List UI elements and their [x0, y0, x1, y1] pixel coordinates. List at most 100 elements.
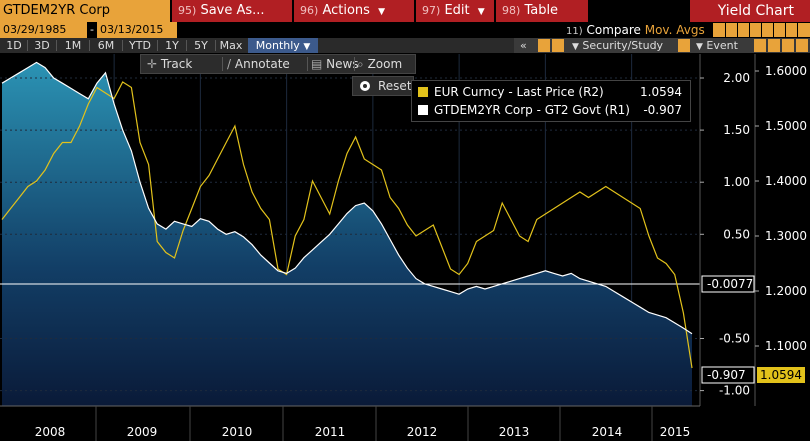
- actions-num: 96): [300, 4, 319, 17]
- horizontal-gridlines: [0, 77, 700, 392]
- annotate-button[interactable]: / Annotate: [227, 55, 290, 73]
- r2-last-tag: 1.0594: [757, 367, 805, 383]
- r2-tick-label: 1.5000: [765, 119, 807, 133]
- security-ticker[interactable]: GTDEM2YR Corp: [0, 0, 170, 22]
- event-toggle[interactable]: [678, 39, 690, 52]
- yield-series-line: [1, 61, 693, 335]
- event-button[interactable]: ▼ Event: [696, 38, 738, 55]
- x-tick-label: 2010: [222, 425, 253, 439]
- r2-last-tag-text: 1.0594: [760, 368, 802, 382]
- period-row: 1D 3D 1M 6M YTD 1Y 5Y Max Monthly ▼ « ▼ …: [0, 38, 810, 53]
- date-range-row: 03/29/1985 - 03/13/2015 11) Compare Mov.…: [0, 22, 810, 38]
- legend-value-eur: 1.0594: [640, 85, 682, 99]
- legend-item-eur[interactable]: EUR Curncy - Last Price (R2) 1.0594: [418, 83, 684, 101]
- cross-line-tag-text: -0.0077: [707, 277, 753, 291]
- news-icon: ▤: [311, 57, 323, 71]
- chart-legend[interactable]: EUR Curncy - Last Price (R2) 1.0594 GTDE…: [411, 80, 691, 122]
- x-axis-band: [0, 406, 810, 441]
- r1-tick-label: 0.50: [723, 227, 750, 241]
- news-button[interactable]: ▤ News: [311, 55, 359, 73]
- x-tick-label: 2013: [499, 425, 530, 439]
- top-bar: GTDEM2YR Corp 95) Save As... 96) Actions…: [0, 0, 810, 22]
- period-max[interactable]: Max: [219, 39, 243, 52]
- actions-menu[interactable]: 96) Actions ▼: [294, 0, 414, 22]
- x-tick-label: 2009: [127, 425, 158, 439]
- chevron-down-icon: ▼: [477, 7, 485, 17]
- legend-item-yield[interactable]: GTDEM2YR Corp - GT2 Govt (R1) -0.907: [418, 101, 684, 119]
- period-1y[interactable]: 1Y: [165, 39, 179, 52]
- actions-label: Actions: [322, 3, 370, 18]
- annotate-label: Annotate: [234, 57, 290, 71]
- save-as-label: Save As...: [200, 3, 265, 18]
- extra-fields[interactable]: [713, 23, 810, 37]
- r2-tick-label: 1.2000: [765, 284, 807, 298]
- panel-toggle-a[interactable]: [754, 39, 766, 52]
- compare-num: 11): [566, 26, 583, 37]
- security-study-button[interactable]: ▼ Security/Study: [572, 38, 663, 55]
- r1-tick-label: -0.50: [719, 332, 750, 346]
- study-toggle-1[interactable]: [538, 39, 550, 52]
- period-1m[interactable]: 1M: [64, 39, 82, 52]
- legend-swatch-eur: [418, 87, 428, 97]
- x-tick-label: 2008: [35, 425, 66, 439]
- study-toggle-2[interactable]: [552, 39, 564, 52]
- period-5y[interactable]: 5Y: [194, 39, 208, 52]
- track-button[interactable]: ✛ Track: [147, 55, 192, 73]
- event-label: Event: [706, 39, 738, 52]
- x-tick-label: 2012: [407, 425, 438, 439]
- table-button[interactable]: 98) Table: [496, 0, 588, 22]
- annotate-icon: /: [227, 57, 232, 71]
- page-title: Yield Chart: [690, 0, 810, 22]
- edit-menu[interactable]: 97) Edit ▼: [416, 0, 494, 22]
- edit-num: 97): [422, 4, 441, 17]
- period-1d[interactable]: 1D: [6, 39, 22, 52]
- zoom-label: Zoom: [367, 57, 403, 71]
- r1-last-tag-text: -0.907: [707, 368, 746, 382]
- period-3d[interactable]: 3D: [34, 39, 50, 52]
- chevron-down-icon: ▼: [572, 42, 579, 52]
- reset-label: Reset: [378, 79, 412, 93]
- r1-last-tag: -0.907: [701, 366, 755, 384]
- r2-tick-label: 1.1000: [765, 339, 807, 353]
- cross-line-tag: -0.0077: [701, 275, 755, 293]
- r1-tick-label: 1.00: [723, 175, 750, 189]
- x-axis: 2008 2009 2010 2011 2012 2013 2014 2015: [35, 406, 691, 441]
- reset-icon: [360, 81, 370, 91]
- r2-tick-label: 1.4000: [765, 174, 807, 188]
- save-as-button[interactable]: 95) Save As...: [172, 0, 292, 22]
- collapse-button[interactable]: «: [520, 39, 527, 52]
- r1-axis: 2.00 1.50 1.00 0.50 -0.50 -1.00: [700, 71, 750, 398]
- magnifier-icon: ⌕: [357, 57, 364, 71]
- r2-tick-label: 1.3000: [765, 229, 807, 243]
- start-date-field[interactable]: 03/29/1985: [0, 22, 87, 38]
- crosshair-icon: ✛: [147, 57, 158, 71]
- news-label: News: [326, 57, 359, 71]
- reset-button[interactable]: Reset: [352, 76, 414, 96]
- panel-toggle-d[interactable]: [796, 39, 808, 52]
- panel-toggle-c[interactable]: [782, 39, 794, 52]
- save-as-num: 95): [178, 4, 197, 17]
- x-tick-label: 2014: [592, 425, 623, 439]
- compare-control[interactable]: 11) Compare Mov. Avgs: [566, 22, 705, 38]
- r2-axis: 1.6000 1.5000 1.4000 1.3000 1.2000 1.1000: [755, 64, 807, 353]
- edit-label: Edit: [444, 3, 470, 18]
- end-date-field[interactable]: 03/13/2015: [97, 22, 177, 38]
- x-tick-label: 2011: [315, 425, 346, 439]
- period-6m[interactable]: 6M: [97, 39, 115, 52]
- track-label: Track: [160, 57, 193, 71]
- panel-toggle-b[interactable]: [768, 39, 780, 52]
- r1-tick-label: 2.00: [723, 71, 750, 85]
- chart-toolbar: ✛ Track / Annotate ▤ News ⌕ Zoom: [140, 54, 416, 74]
- r1-tick-label: 1.50: [723, 123, 750, 137]
- r1-tick-label: -1.00: [719, 384, 750, 398]
- x-tick-label: 2015: [660, 425, 691, 439]
- eur-series-line: [1, 81, 693, 369]
- r2-tick-label: 1.6000: [765, 64, 807, 78]
- period-ytd[interactable]: YTD: [129, 39, 151, 52]
- frequency-select[interactable]: Monthly ▼: [248, 38, 318, 53]
- legend-label-yield: GTDEM2YR Corp - GT2 Govt (R1): [434, 103, 630, 117]
- table-label: Table: [524, 3, 559, 18]
- table-num: 98): [502, 4, 521, 17]
- zoom-button[interactable]: ⌕ Zoom: [357, 55, 402, 73]
- mov-avgs-label: Mov. Avgs: [644, 23, 705, 37]
